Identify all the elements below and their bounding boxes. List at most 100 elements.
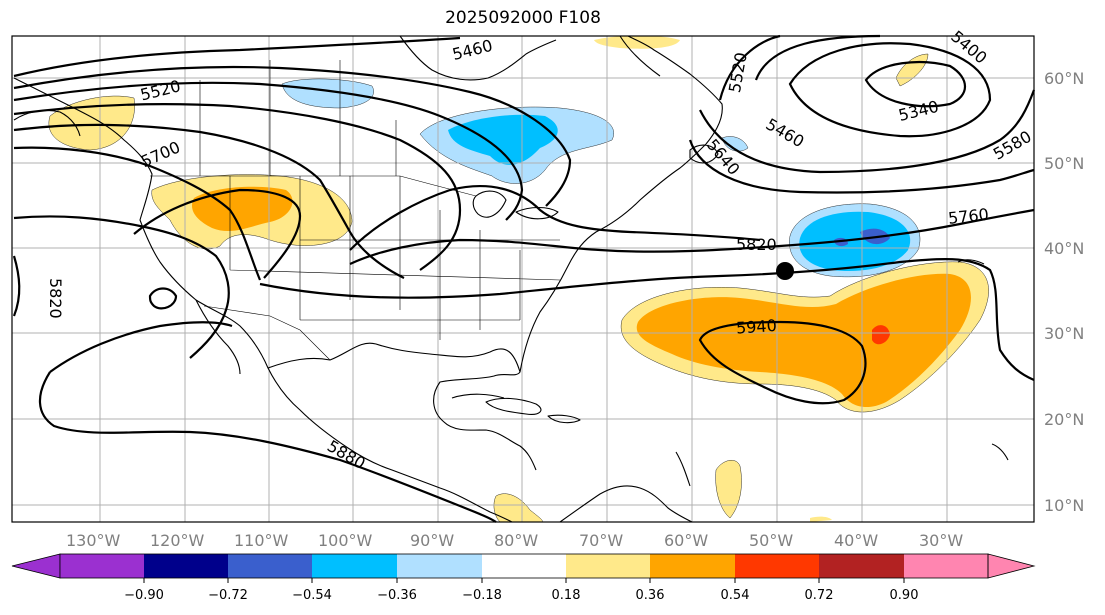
coast-azores — [957, 259, 985, 265]
lon-label: 40°W — [834, 531, 878, 550]
lat-label: 60°N — [1044, 69, 1084, 88]
colorbar-bin — [228, 554, 312, 578]
anomaly-blue-light-3 — [721, 136, 749, 152]
coast-island-ne — [991, 443, 1009, 461]
contour-10 — [349, 184, 761, 251]
colorbar-bin — [312, 554, 397, 578]
coast-alaska — [13, 109, 81, 137]
colorbar-tick-label: −0.36 — [377, 588, 417, 603]
coast-caribbean-2 — [547, 414, 581, 424]
anomaly-warm-light-6 — [715, 460, 742, 519]
contour-5 — [13, 123, 405, 279]
contour-low-5 — [699, 89, 1036, 174]
colorbar-bin — [482, 554, 566, 578]
contour-3 — [13, 81, 524, 221]
contour-low-1 — [864, 60, 967, 108]
contour-label: 5940 — [735, 316, 777, 338]
colorbar-bin — [819, 554, 904, 578]
contour-label: 5760 — [947, 205, 989, 228]
colorbar-tick-label: 0.72 — [805, 588, 834, 603]
lat-label: 10°N — [1044, 496, 1084, 515]
coast-cuba — [451, 393, 505, 399]
colorbar-tick-label: 0.18 — [552, 588, 581, 603]
coastlines — [13, 35, 1009, 523]
coast-great-lakes — [472, 190, 507, 218]
colorbar-tick-label: −0.90 — [124, 588, 164, 603]
contour-9 — [349, 208, 1035, 265]
colorbar-extend-min — [11, 553, 61, 579]
contour-low-6 — [688, 139, 1035, 194]
colorbar: −0.90 −0.72 −0.54 −0.36 −0.18 0.18 0.36 … — [11, 553, 1036, 603]
contour-15 — [12, 255, 21, 317]
anomaly-warm-light-3 — [594, 35, 680, 49]
contour-1 — [13, 36, 461, 78]
colorbar-bin — [60, 554, 144, 578]
state-lines — [229, 176, 561, 340]
coast-greenland — [619, 35, 661, 77]
coast-hudson-bay — [399, 35, 557, 81]
contour-label: 5820 — [736, 235, 777, 254]
anomaly-blue-mid-2 — [448, 114, 558, 165]
colorbar-tick-label: −0.18 — [462, 588, 502, 603]
lon-label: 70°W — [579, 531, 623, 550]
contour-7 — [133, 188, 302, 279]
contour-8 — [13, 215, 230, 359]
colorbar-bin — [144, 554, 228, 578]
colorbar-bin — [904, 554, 988, 578]
coast-great-lakes-2 — [515, 206, 559, 220]
colorbar-bin — [650, 554, 735, 578]
contour-low-4 — [718, 34, 781, 101]
lon-label: 50°W — [749, 531, 793, 550]
colorbar-tick-label: −0.54 — [292, 588, 332, 603]
lon-label: 30°W — [919, 531, 963, 550]
contour-6 — [13, 146, 262, 281]
anomaly-warm-light-1 — [48, 95, 135, 151]
anomaly-blue-mid-4 — [799, 211, 911, 272]
longitude-labels: 130°W 120°W 110°W 100°W 90°W 80°W 70°W 6… — [66, 531, 963, 550]
contour-13 — [49, 321, 233, 373]
coast-antilles — [675, 451, 691, 487]
map-title: 2025092000 F108 — [445, 8, 601, 28]
colorbar-tick-label: −0.72 — [208, 588, 248, 603]
lon-label: 60°W — [664, 531, 708, 550]
border-us-mexico — [203, 305, 331, 361]
contour-2 — [13, 65, 572, 207]
latitude-labels: 60°N 50°N 40°N 30°N 20°N 10°N — [1044, 69, 1084, 515]
coast-south-america — [559, 485, 693, 523]
coast-canada-east — [627, 35, 723, 145]
anomaly-warm-light-7 — [493, 493, 543, 523]
contour-4 — [13, 102, 462, 271]
colorbar-bin — [397, 554, 482, 578]
lat-label: 40°N — [1044, 239, 1084, 258]
colorbar-frame — [59, 553, 989, 579]
lon-label: 110°W — [234, 531, 289, 550]
coast-baja — [195, 299, 241, 375]
map-frame — [11, 35, 1035, 523]
map-area: 5460 5520 5700 5520 5400 5340 5460 5580 … — [11, 27, 1036, 523]
coast-gulf-mexico — [267, 342, 537, 471]
gridlines — [12, 36, 1034, 522]
colorbar-tick-label: 0.90 — [890, 588, 919, 603]
province-lines — [199, 60, 397, 176]
colorbar-tick-marks — [143, 578, 905, 583]
contour-12 — [698, 320, 867, 405]
anomaly-warm-mid-2 — [192, 186, 293, 232]
contour-label: 5820 — [46, 278, 65, 319]
colorbar-bin — [566, 554, 650, 578]
contour-small-circle — [148, 287, 178, 310]
anomaly-warm-light-8 — [810, 516, 832, 522]
lon-label: 120°W — [150, 531, 205, 550]
colorbar-extend-max — [987, 553, 1036, 579]
anomaly-warm-hot-5 — [872, 325, 890, 345]
colorbar-bin — [735, 554, 819, 578]
lon-label: 130°W — [66, 531, 121, 550]
lat-label: 50°N — [1044, 154, 1084, 173]
contour-11 — [259, 257, 1035, 382]
coast-newfoundland — [689, 144, 719, 164]
lat-label: 20°N — [1044, 410, 1084, 429]
coast-caribbean-1 — [485, 397, 542, 415]
contour-low-2 — [788, 42, 992, 138]
coast-us-east — [519, 143, 707, 373]
coast-north-america-west — [13, 77, 513, 523]
